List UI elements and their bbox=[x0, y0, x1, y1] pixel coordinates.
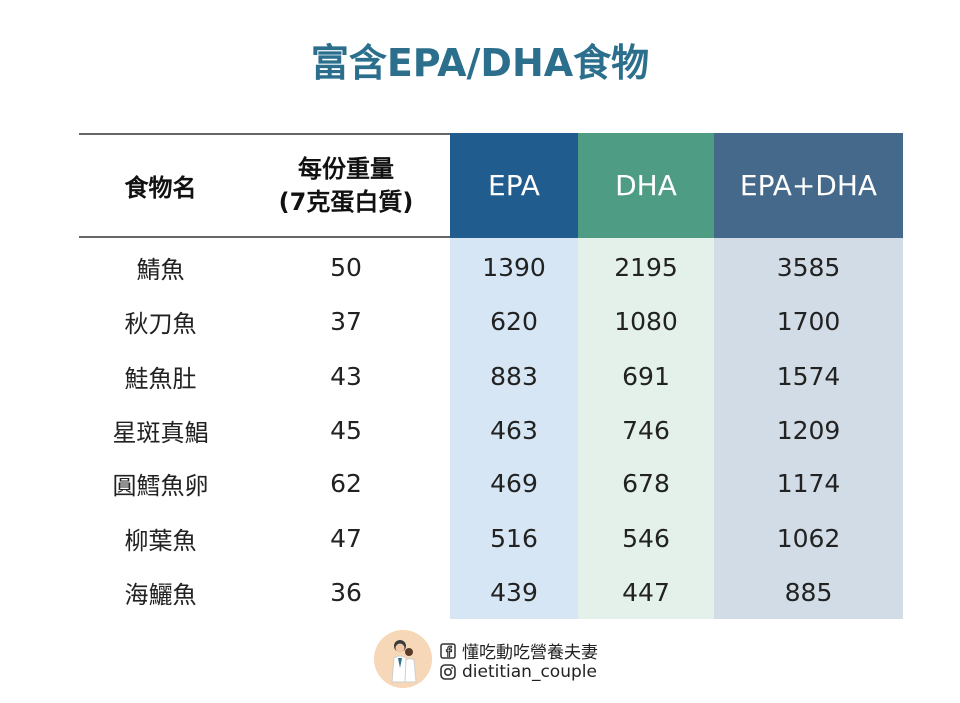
cell-serving: 45 bbox=[330, 415, 362, 445]
header-serving-line1: 每份重量 bbox=[297, 155, 394, 184]
cell-dha: 1080 bbox=[614, 306, 678, 336]
dietitian-avatar bbox=[374, 630, 432, 688]
sum-column-background bbox=[714, 238, 903, 619]
header-dha: DHA bbox=[578, 133, 714, 238]
cell-dha: 691 bbox=[622, 361, 670, 391]
cell-sum: 885 bbox=[784, 577, 833, 607]
header-top-rule bbox=[79, 133, 450, 135]
cell-dha: 546 bbox=[622, 523, 670, 553]
cell-serving: 36 bbox=[330, 577, 362, 607]
table-row: 鯖魚 50 1390 2195 3585 bbox=[79, 240, 903, 294]
header-epa: EPA bbox=[450, 133, 578, 238]
cell-dha: 447 bbox=[622, 577, 670, 607]
header-epa-dha: EPA+DHA bbox=[714, 133, 903, 238]
facebook-icon bbox=[440, 642, 456, 659]
cell-epa: 1390 bbox=[482, 252, 546, 282]
nutrition-table: 食物名 每份重量 (7克蛋白質) EPA DHA EPA+DHA 鯖魚 50 1… bbox=[79, 133, 903, 619]
table-row: 海鱺魚 36 439 447 885 bbox=[79, 565, 903, 619]
table-header-row: 食物名 每份重量 (7克蛋白質) EPA DHA EPA+DHA bbox=[79, 133, 903, 238]
table-row: 星斑真鯧 45 463 746 1209 bbox=[79, 403, 903, 457]
cell-sum: 1700 bbox=[776, 306, 841, 336]
cell-epa: 620 bbox=[490, 306, 538, 336]
cell-epa: 516 bbox=[490, 523, 538, 553]
cell-dha: 678 bbox=[622, 468, 670, 498]
brand-footer: 懂吃動吃營養夫妻 dietitian_couple bbox=[374, 628, 634, 688]
table-row: 柳葉魚 47 516 546 1062 bbox=[79, 511, 903, 565]
instagram-line: dietitian_couple bbox=[440, 662, 597, 682]
cell-sum: 1062 bbox=[776, 523, 841, 553]
page-title: 富含EPA/DHA食物 bbox=[310, 41, 650, 85]
cell-food: 鮭魚肚 bbox=[124, 364, 197, 393]
cell-sum: 1574 bbox=[776, 361, 841, 391]
header-serving-line2: (7克蛋白質) bbox=[278, 187, 414, 216]
cell-sum: 1174 bbox=[776, 468, 841, 498]
cell-food: 圓鱈魚卵 bbox=[112, 471, 209, 500]
instagram-handle: dietitian_couple bbox=[462, 662, 597, 682]
cell-serving: 43 bbox=[330, 361, 362, 391]
cell-food: 星斑真鯧 bbox=[112, 418, 209, 447]
cell-food: 秋刀魚 bbox=[124, 309, 197, 338]
cell-serving: 50 bbox=[330, 252, 362, 282]
cell-serving: 37 bbox=[330, 306, 362, 336]
epa-column-background bbox=[450, 238, 578, 619]
cell-serving: 47 bbox=[330, 523, 362, 553]
header-food-name: 食物名 bbox=[124, 174, 197, 202]
cell-food: 鯖魚 bbox=[136, 255, 185, 284]
table-body: 鯖魚 50 1390 2195 3585 秋刀魚 37 620 1080 170… bbox=[79, 238, 903, 619]
cell-epa: 463 bbox=[490, 415, 538, 445]
cell-food: 海鱺魚 bbox=[124, 580, 197, 609]
cell-epa: 439 bbox=[490, 577, 538, 607]
facebook-line: 懂吃動吃營養夫妻 bbox=[440, 638, 598, 663]
cell-epa: 469 bbox=[490, 468, 538, 498]
facebook-page-name: 懂吃動吃營養夫妻 bbox=[462, 643, 598, 663]
instagram-icon bbox=[440, 664, 456, 680]
cell-food: 柳葉魚 bbox=[124, 526, 197, 555]
header-bottom-rule bbox=[79, 236, 450, 238]
table-row: 圓鱈魚卵 62 469 678 1174 bbox=[79, 456, 903, 510]
cell-epa: 883 bbox=[490, 361, 538, 391]
table-row: 鮭魚肚 43 883 691 1574 bbox=[79, 349, 903, 403]
cell-sum: 3585 bbox=[776, 252, 841, 282]
cell-sum: 1209 bbox=[776, 415, 841, 445]
header-serving-weight: 每份重量 (7克蛋白質) bbox=[242, 133, 450, 238]
dha-column-background bbox=[578, 238, 714, 619]
cell-dha: 2195 bbox=[614, 252, 678, 282]
table-row: 秋刀魚 37 620 1080 1700 bbox=[79, 294, 903, 348]
cell-dha: 746 bbox=[622, 415, 670, 445]
cell-serving: 62 bbox=[330, 468, 362, 498]
